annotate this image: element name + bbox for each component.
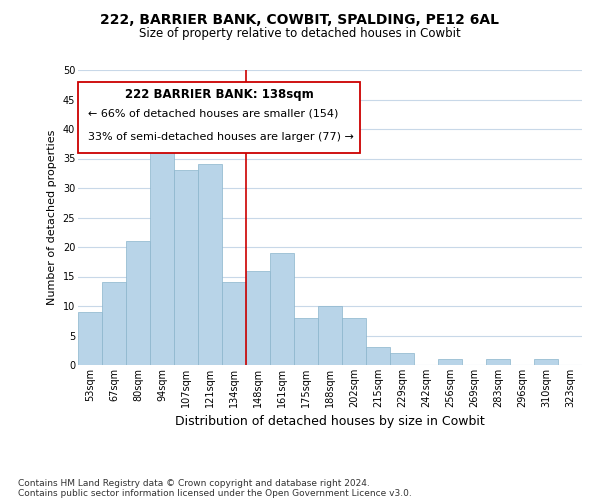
Bar [342,318,366,365]
Bar [150,129,174,365]
Bar [318,306,342,365]
Bar [102,282,126,365]
X-axis label: Distribution of detached houses by size in Cowbit: Distribution of detached houses by size … [175,416,485,428]
Bar [198,164,222,365]
Text: Contains public sector information licensed under the Open Government Licence v3: Contains public sector information licen… [18,488,412,498]
Bar [78,312,102,365]
FancyBboxPatch shape [78,82,360,152]
Bar [270,253,294,365]
Text: 222, BARRIER BANK, COWBIT, SPALDING, PE12 6AL: 222, BARRIER BANK, COWBIT, SPALDING, PE1… [101,12,499,26]
Bar [534,359,558,365]
Text: Contains HM Land Registry data © Crown copyright and database right 2024.: Contains HM Land Registry data © Crown c… [18,478,370,488]
Text: Size of property relative to detached houses in Cowbit: Size of property relative to detached ho… [139,28,461,40]
Bar [246,270,270,365]
Bar [294,318,318,365]
Text: 222 BARRIER BANK: 138sqm: 222 BARRIER BANK: 138sqm [125,88,313,101]
Bar [390,353,414,365]
Text: 33% of semi-detached houses are larger (77) →: 33% of semi-detached houses are larger (… [88,132,354,142]
Y-axis label: Number of detached properties: Number of detached properties [47,130,57,305]
Bar [126,241,150,365]
Bar [438,359,462,365]
Bar [486,359,510,365]
Bar [174,170,198,365]
Bar [366,348,390,365]
Bar [222,282,246,365]
Text: ← 66% of detached houses are smaller (154): ← 66% of detached houses are smaller (15… [88,108,338,118]
